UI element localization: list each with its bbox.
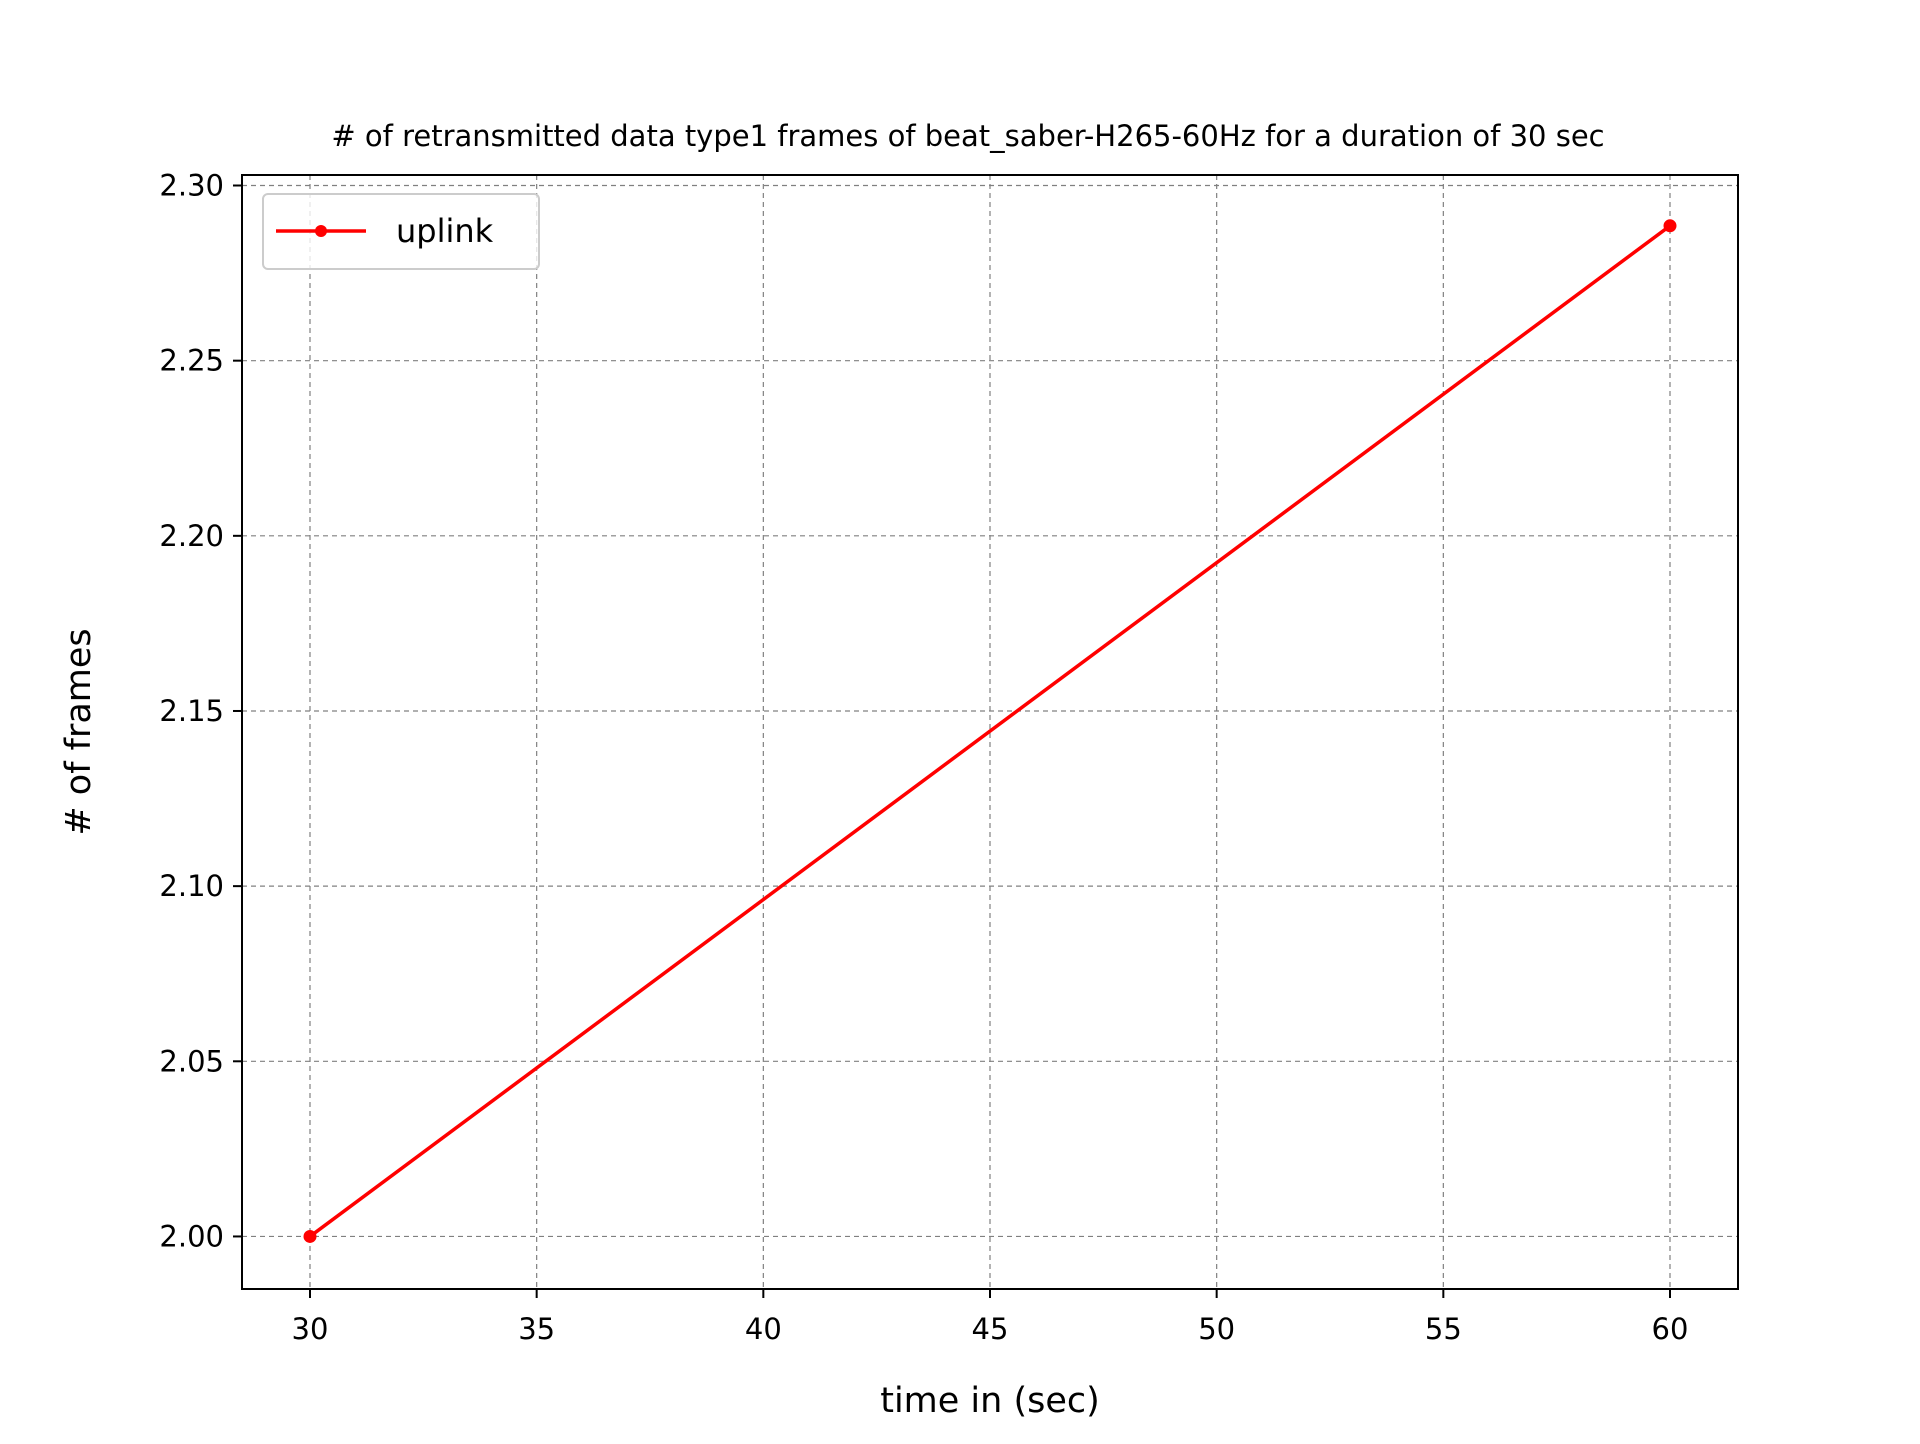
y-tick-label: 2.05 — [159, 1044, 224, 1078]
x-tick-label: 35 — [518, 1312, 555, 1346]
y-tick-label: 2.25 — [159, 344, 224, 378]
y-tick-label: 2.30 — [159, 169, 224, 203]
x-axis: 30 35 40 45 50 55 60 — [292, 1289, 1689, 1346]
y-axis: 2.00 2.05 2.10 2.15 2.20 2.25 2.30 — [159, 169, 242, 1253]
y-tick-label: 2.00 — [159, 1219, 224, 1253]
x-tick-label: 55 — [1425, 1312, 1462, 1346]
x-tick-label: 50 — [1198, 1312, 1235, 1346]
y-axis-label: # of frames — [59, 628, 99, 835]
x-tick-label: 40 — [745, 1312, 782, 1346]
legend-marker-uplink — [315, 225, 327, 237]
data-point-uplink — [1663, 219, 1677, 233]
legend-frame — [262, 193, 540, 270]
x-axis-label: time in (sec) — [880, 1381, 1100, 1421]
legend-label-uplink: uplink — [396, 212, 494, 250]
y-tick-label: 2.10 — [159, 869, 224, 903]
y-tick-label: 2.15 — [159, 694, 224, 728]
series-layer — [303, 219, 1677, 1243]
x-tick-label: 30 — [292, 1312, 329, 1346]
x-tick-label: 45 — [972, 1312, 1009, 1346]
legend: uplink — [262, 193, 540, 270]
chart-title: # of retransmitted data type1 frames of … — [331, 119, 1604, 153]
x-tick-label: 60 — [1652, 1312, 1689, 1346]
grid-layer — [242, 175, 1738, 1289]
y-tick-label: 2.20 — [159, 519, 224, 553]
data-point-uplink — [303, 1229, 317, 1243]
series-line-uplink — [308, 224, 1672, 1238]
